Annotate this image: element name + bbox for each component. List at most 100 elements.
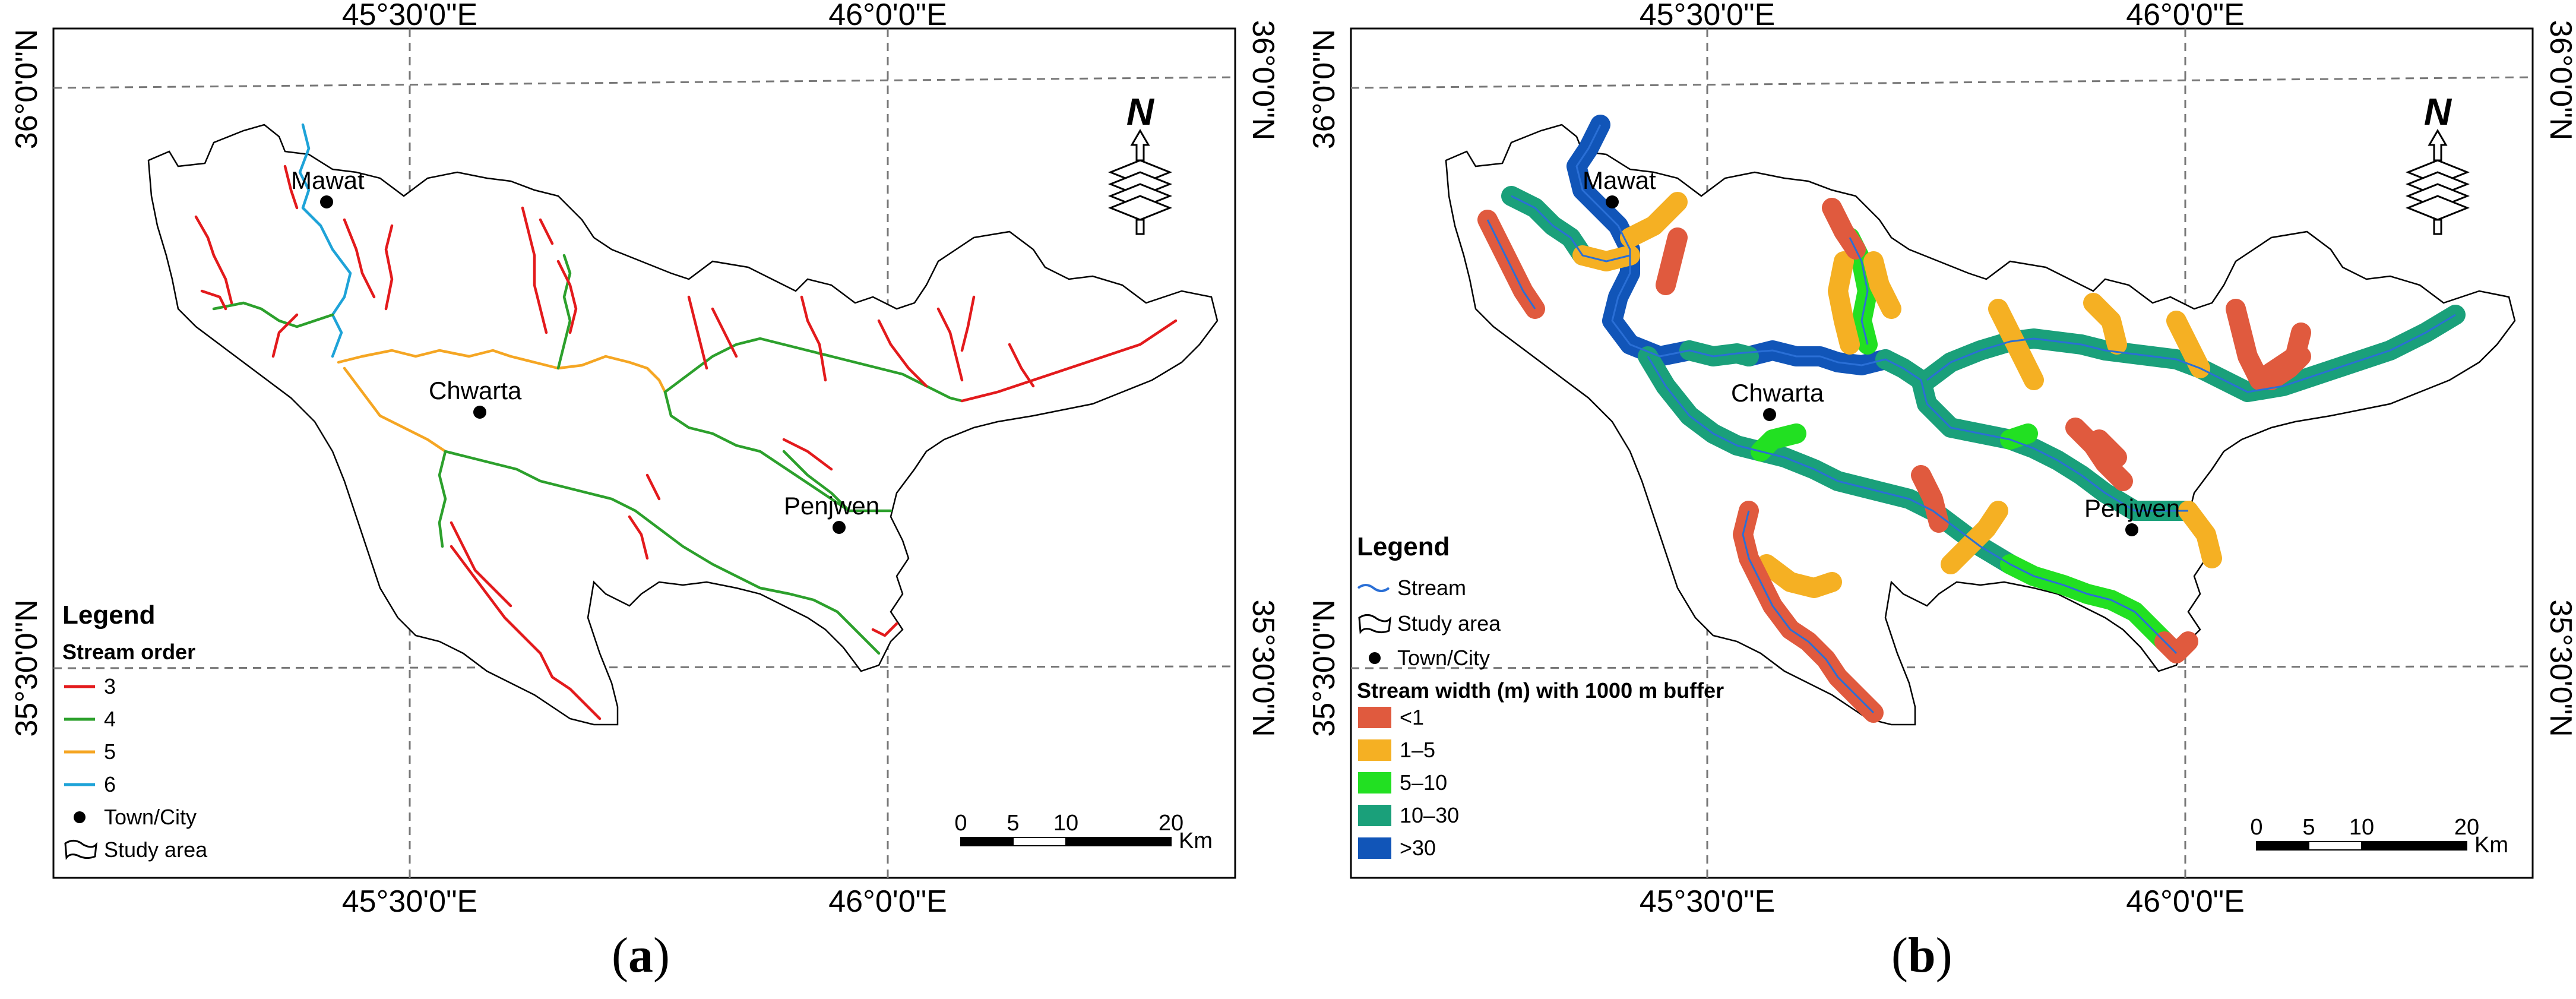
svg-text:10: 10 bbox=[2349, 815, 2374, 840]
graticule-b bbox=[1350, 29, 2533, 878]
north-arrow-a: N bbox=[1107, 90, 1173, 235]
map-panel-a: 45°30'0"E 46°0'0"E 45°30'0"E 46°0'0"E 36… bbox=[10, 0, 1280, 983]
buffer-1-5 bbox=[1863, 251, 1901, 319]
town-mawat-b: Mawat bbox=[1583, 166, 1656, 208]
legend-b: Legend Stream Study area Town/City Strea… bbox=[1357, 532, 1724, 860]
graticule-a bbox=[53, 29, 1236, 878]
right-lat-label-1: 36°0'0"N bbox=[2543, 20, 2576, 140]
top-lon-label-2: 46°0'0"E bbox=[828, 0, 947, 32]
legend-item-study-area: Study area bbox=[64, 837, 208, 862]
legend-item-order5: 5 bbox=[64, 739, 116, 764]
svg-text:Town/City: Town/City bbox=[1397, 646, 1490, 670]
legend-title-b: Legend bbox=[1357, 532, 1450, 561]
svg-text:Mawat: Mawat bbox=[1583, 166, 1656, 194]
buffer-1-5 bbox=[2178, 501, 2222, 568]
legend-a: Legend Stream order 3 4 5 6 Town/City St… bbox=[62, 600, 208, 862]
bottom-lon-label-1: 45°30'0"E bbox=[342, 884, 477, 919]
svg-text:0: 0 bbox=[954, 811, 967, 836]
buffer-1-5 bbox=[1757, 554, 1842, 598]
legend-class-1-5: 1–5 bbox=[1358, 738, 1435, 762]
buffer-lt1 bbox=[2226, 299, 2270, 390]
svg-text:4: 4 bbox=[104, 707, 116, 731]
svg-text:10: 10 bbox=[1053, 811, 1078, 836]
buffer-1-5 bbox=[2166, 311, 2210, 378]
svg-text:Stream: Stream bbox=[1397, 576, 1466, 600]
streams-b bbox=[1486, 124, 2456, 714]
right-lat-label-2: 35°30'0"N bbox=[1246, 599, 1280, 736]
svg-text:6: 6 bbox=[104, 772, 116, 796]
left-lat-label-1: 36°0'0"N bbox=[10, 29, 44, 149]
buffer-1-5 bbox=[1988, 299, 2044, 390]
map-panel-b: 45°30'0"E 46°0'0"E 45°30'0"E 46°0'0"E 36… bbox=[1298, 0, 2576, 999]
buffer-5-10 bbox=[2000, 423, 2038, 450]
stream-order-4 bbox=[212, 301, 334, 328]
buffer-1-5 bbox=[1828, 251, 1860, 355]
svg-text:10–30: 10–30 bbox=[1400, 803, 1459, 827]
svg-text:Chwarta: Chwarta bbox=[1731, 379, 1824, 407]
legend-item-study-area-b: Study area bbox=[1358, 611, 1501, 636]
legend-item-order3: 3 bbox=[64, 674, 116, 698]
svg-text:Penjwen: Penjwen bbox=[2084, 494, 2180, 522]
stream-order-4 bbox=[444, 450, 881, 655]
legend-item-town: Town/City bbox=[74, 805, 197, 829]
top-lon-label-1: 45°30'0"E bbox=[342, 0, 477, 32]
legend-title-a: Legend bbox=[62, 600, 155, 630]
legend-item-stream: Stream bbox=[1357, 576, 1466, 600]
svg-text:N: N bbox=[2424, 90, 2452, 133]
legend-class-10-30: 10–30 bbox=[1358, 803, 1459, 827]
svg-text:Mawat: Mawat bbox=[291, 166, 365, 194]
stream-order-4 bbox=[663, 337, 964, 403]
buffer-1-5 bbox=[1620, 192, 1688, 248]
buffer-1-5 bbox=[1941, 501, 2008, 574]
town-chwarta-a: Chwarta bbox=[429, 377, 522, 419]
svg-text:20: 20 bbox=[2454, 815, 2479, 840]
buffer-lt1 bbox=[2154, 631, 2198, 663]
svg-text:20: 20 bbox=[1159, 811, 1183, 836]
svg-text:0: 0 bbox=[2250, 815, 2262, 840]
caption-b: (b) bbox=[1891, 928, 1952, 983]
map-a-frame bbox=[52, 27, 1236, 879]
stream-order-4 bbox=[782, 450, 851, 513]
bottom-lon-label-2: 46°0'0"E bbox=[2126, 884, 2245, 919]
svg-text:>30: >30 bbox=[1400, 836, 1436, 860]
svg-text:5: 5 bbox=[1007, 811, 1019, 836]
town-penjwen-a: Penjwen bbox=[784, 492, 879, 534]
svg-text:3: 3 bbox=[104, 674, 116, 698]
buffer-1-5 bbox=[2083, 293, 2127, 355]
stream-order-5 bbox=[343, 366, 447, 453]
buffer-lt1 bbox=[2089, 429, 2127, 467]
north-arrow-b: N bbox=[2405, 90, 2470, 235]
bottom-lon-label-2: 46°0'0"E bbox=[828, 884, 947, 919]
svg-text:N: N bbox=[1126, 90, 1155, 133]
stream-order-4 bbox=[556, 254, 572, 370]
left-lat-label-1: 36°0'0"N bbox=[1307, 29, 1341, 149]
svg-text:Km: Km bbox=[1179, 829, 1213, 853]
bottom-lon-label-1: 45°30'0"E bbox=[1640, 884, 1775, 919]
svg-text:Penjwen: Penjwen bbox=[784, 492, 879, 520]
stream-order-4 bbox=[438, 450, 447, 548]
map-b-frame bbox=[1350, 27, 2534, 879]
map-a-svg: 45°30'0"E 46°0'0"E 45°30'0"E 46°0'0"E 36… bbox=[10, 0, 1280, 919]
stream-order-3 bbox=[194, 165, 1178, 720]
caption-a: (a) bbox=[612, 928, 670, 983]
svg-text:5: 5 bbox=[2302, 815, 2315, 840]
scale-bar-a: 0 5 10 20 Km bbox=[954, 811, 1213, 853]
top-lon-label-1: 45°30'0"E bbox=[1640, 0, 1775, 32]
top-lon-label-2: 46°0'0"E bbox=[2126, 0, 2245, 32]
svg-text:Km: Km bbox=[2474, 833, 2508, 858]
legend-class-gt30: >30 bbox=[1358, 836, 1436, 860]
svg-text:Town/City: Town/City bbox=[104, 805, 197, 829]
legend-subtitle-a: Stream order bbox=[62, 640, 195, 664]
svg-text:Study area: Study area bbox=[104, 837, 208, 862]
stream-order-6 bbox=[298, 123, 352, 358]
svg-text:Study area: Study area bbox=[1397, 611, 1501, 636]
town-chwarta-b: Chwarta bbox=[1731, 379, 1824, 421]
legend-class-5-10: 5–10 bbox=[1358, 770, 1447, 795]
left-lat-label-2: 35°30'0"N bbox=[10, 599, 44, 736]
svg-text:5: 5 bbox=[104, 739, 116, 764]
buffer-5-10 bbox=[1751, 423, 1806, 461]
legend-class-lt1: <1 bbox=[1358, 705, 1424, 729]
right-lat-label-1: 36°0'0"N bbox=[1246, 20, 1280, 140]
stream-order-5 bbox=[337, 349, 667, 394]
left-lat-label-2: 35°30'0"N bbox=[1307, 599, 1341, 736]
